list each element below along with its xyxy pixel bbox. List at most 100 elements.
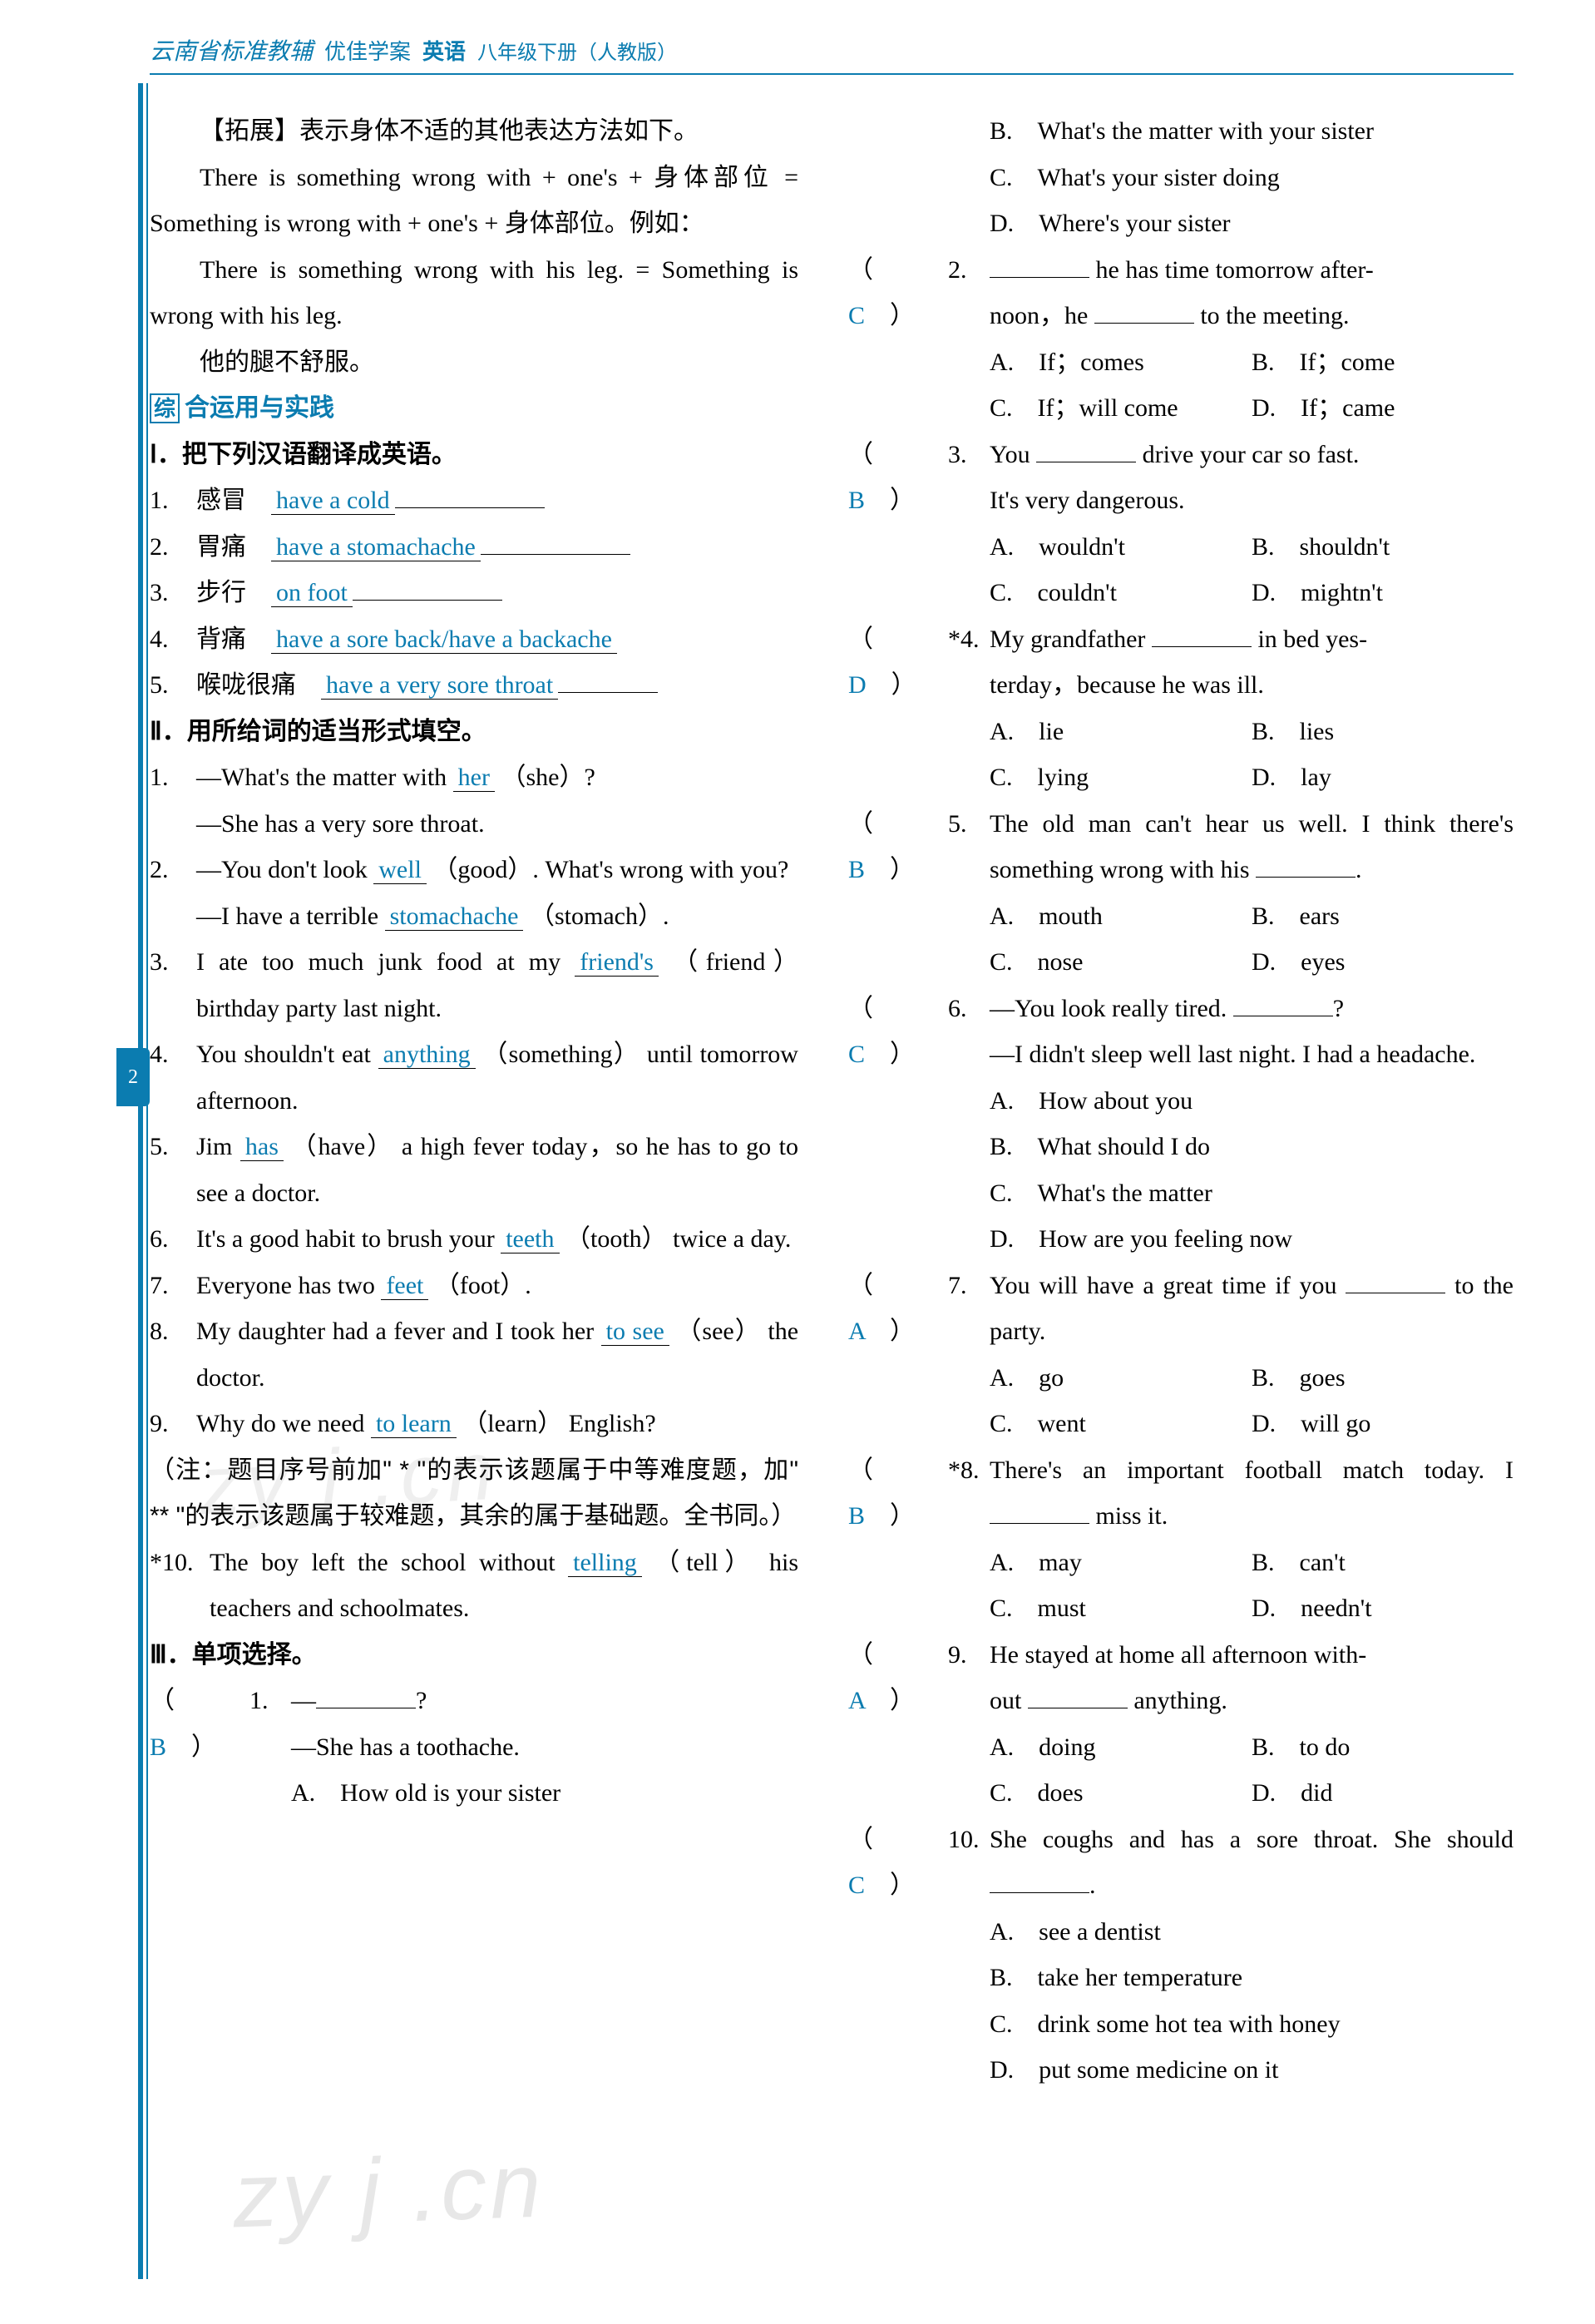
mc-opt: B. If；come — [1252, 339, 1514, 386]
p2-pre: Everyone has two — [196, 1272, 381, 1299]
blank — [1152, 620, 1252, 647]
q-text: to the meeting. — [1194, 302, 1350, 329]
p2-item: *10. The boy left the school without tel… — [150, 1540, 798, 1632]
expand-label: 【拓展】 — [200, 117, 299, 145]
p2-num: 1. — [150, 754, 196, 847]
mc-opt: C. If；will come — [990, 385, 1252, 432]
p2-ans: has — [240, 1133, 284, 1161]
mc-opt: C. must — [990, 1585, 1252, 1632]
q-text: The old man can't hear us well. I think … — [990, 810, 1514, 884]
blank — [1036, 435, 1136, 462]
section-heading: 综 合运用与实践 — [150, 385, 798, 432]
mc-opt: A. see a dentist — [990, 1909, 1514, 1956]
p2-line2: —I have a terrible — [196, 902, 385, 930]
page-number-tab: 2 — [116, 1048, 150, 1106]
blank — [1256, 850, 1356, 878]
mc-answer: D — [848, 671, 867, 699]
mc-opt: D. needn't — [1252, 1585, 1514, 1632]
mc-paren: （ B ） — [848, 1447, 948, 1632]
mc-item: （ B ） *8. There's an important football … — [848, 1447, 1514, 1632]
mc-optC: C. What's your sister doing — [990, 155, 1514, 201]
mc-num: 7. — [948, 1263, 990, 1447]
mc-num: 3. — [948, 432, 990, 616]
p2-item: 3. I ate too much junk food at my friend… — [150, 939, 798, 1031]
mc-opt: D. If；came — [1252, 385, 1514, 432]
example-en: There is something wrong with his leg. =… — [150, 247, 798, 339]
header-brand: 云南省标准教辅 — [150, 33, 313, 67]
mc-opt: D. put some medicine on it — [990, 2047, 1514, 2094]
mc-opt: B. What should I do — [990, 1124, 1514, 1170]
mc-item: （ C ） 6. —You look really tired. ? —I di… — [848, 986, 1514, 1263]
blank — [558, 665, 658, 693]
mc-opt: C. couldn't — [990, 570, 1252, 616]
mc-opt: B. can't — [1252, 1540, 1514, 1586]
mc-paren: （ B ） — [848, 432, 948, 616]
blank — [1346, 1266, 1445, 1293]
p2-ans: friend's — [575, 948, 659, 977]
q-text: —I didn't sleep well last night. I had a… — [990, 1041, 1475, 1068]
p1-item: 3. 步行 on foot — [150, 570, 798, 616]
p2-pre: It's a good habit to brush your — [196, 1225, 501, 1253]
mc-paren: （ A ） — [848, 1632, 948, 1817]
p2-ans2: stomachache — [385, 902, 524, 931]
p2-ans: well — [373, 856, 427, 884]
mc-paren: （ C ） — [848, 247, 948, 432]
mc-item: （ B ） 1. —? —She has a toothache. A. How… — [150, 1678, 798, 1817]
difficulty-note: （注：题目序号前加" * "的表示该题属于中等难度题，加" ** "的表示该题属… — [150, 1447, 798, 1540]
blank — [990, 1496, 1089, 1524]
p2-item: 2. —You don't look well （good）. What's w… — [150, 847, 798, 939]
p2-post: （foot）. — [428, 1272, 531, 1299]
p2-num: 5. — [150, 1124, 196, 1216]
p2-ans: anything — [378, 1041, 476, 1069]
p1-cn: 步行 — [196, 579, 246, 606]
section-box-char: 综 — [150, 393, 180, 423]
pattern-text: There is something wrong with + one's + … — [150, 155, 798, 247]
part1-title: Ⅰ．把下列汉语翻译成英语。 — [150, 432, 798, 478]
header-subject: 英语 — [422, 35, 466, 66]
p2-num: 4. — [150, 1031, 196, 1124]
blank — [395, 481, 545, 508]
mc-opt: A. go — [990, 1355, 1252, 1402]
mc-opt: C. does — [990, 1770, 1252, 1817]
p2-ans: feet — [381, 1272, 428, 1300]
p2-pre: Why do we need — [196, 1410, 371, 1437]
p2-ans: telling — [568, 1549, 642, 1577]
section-title: 合运用与实践 — [185, 385, 334, 432]
p2-num: *10. — [150, 1540, 210, 1632]
part2-title: Ⅱ．用所给词的适当形式填空。 — [150, 709, 798, 755]
mc1-opts-cont: B. What's the matter with your sister C.… — [848, 108, 1514, 247]
q-text: terday，because he was ill. — [990, 671, 1264, 699]
p2-pre: —You don't look — [196, 856, 373, 883]
q-text: out — [990, 1687, 1028, 1714]
page-left-border-inner — [146, 83, 148, 2279]
mc-num: *4. — [948, 616, 990, 801]
p2-ans: to learn — [371, 1410, 457, 1438]
p2-item: 9. Why do we need to learn （learn） Engli… — [150, 1401, 798, 1447]
p2-pre: My daughter had a fever and I took her — [196, 1318, 601, 1345]
mc-opt: D. eyes — [1252, 939, 1514, 986]
q-text: You will have a great time if you — [990, 1272, 1346, 1299]
mc-paren: （ C ） — [848, 986, 948, 1263]
mc-num: 9. — [948, 1632, 990, 1817]
mc-optB: B. What's the matter with your sister — [990, 108, 1514, 155]
p2-ans: her — [453, 764, 495, 792]
q-text: —You look really tired. — [990, 995, 1233, 1022]
q-text: He stayed at home all afternoon with- — [990, 1641, 1366, 1669]
p1-ans: on foot — [271, 579, 353, 607]
mc-opt: B. take her temperature — [990, 1955, 1514, 2001]
example-cn: 他的腿不舒服。 — [150, 339, 798, 386]
mc-q1: — — [291, 1687, 316, 1714]
p2-num: 2. — [150, 847, 196, 939]
p1-num: 4. — [150, 616, 196, 663]
mc-num: 10. — [948, 1817, 990, 2094]
p2-post: （good）. What's wrong with you? — [427, 856, 788, 883]
p2-pre: —What's the matter with — [196, 764, 453, 791]
mc-paren: （ C ） — [848, 1817, 948, 2094]
mc-opt: C. lying — [990, 754, 1252, 801]
mc-opt: D. will go — [1252, 1401, 1514, 1447]
mc-opt: B. ears — [1252, 893, 1514, 940]
q-text: anything. — [1128, 1687, 1227, 1714]
mc-answer: B — [848, 487, 865, 514]
p1-num: 2. — [150, 524, 196, 571]
p1-item: 5. 喉咙很痛 have a very sore throat — [150, 662, 798, 709]
